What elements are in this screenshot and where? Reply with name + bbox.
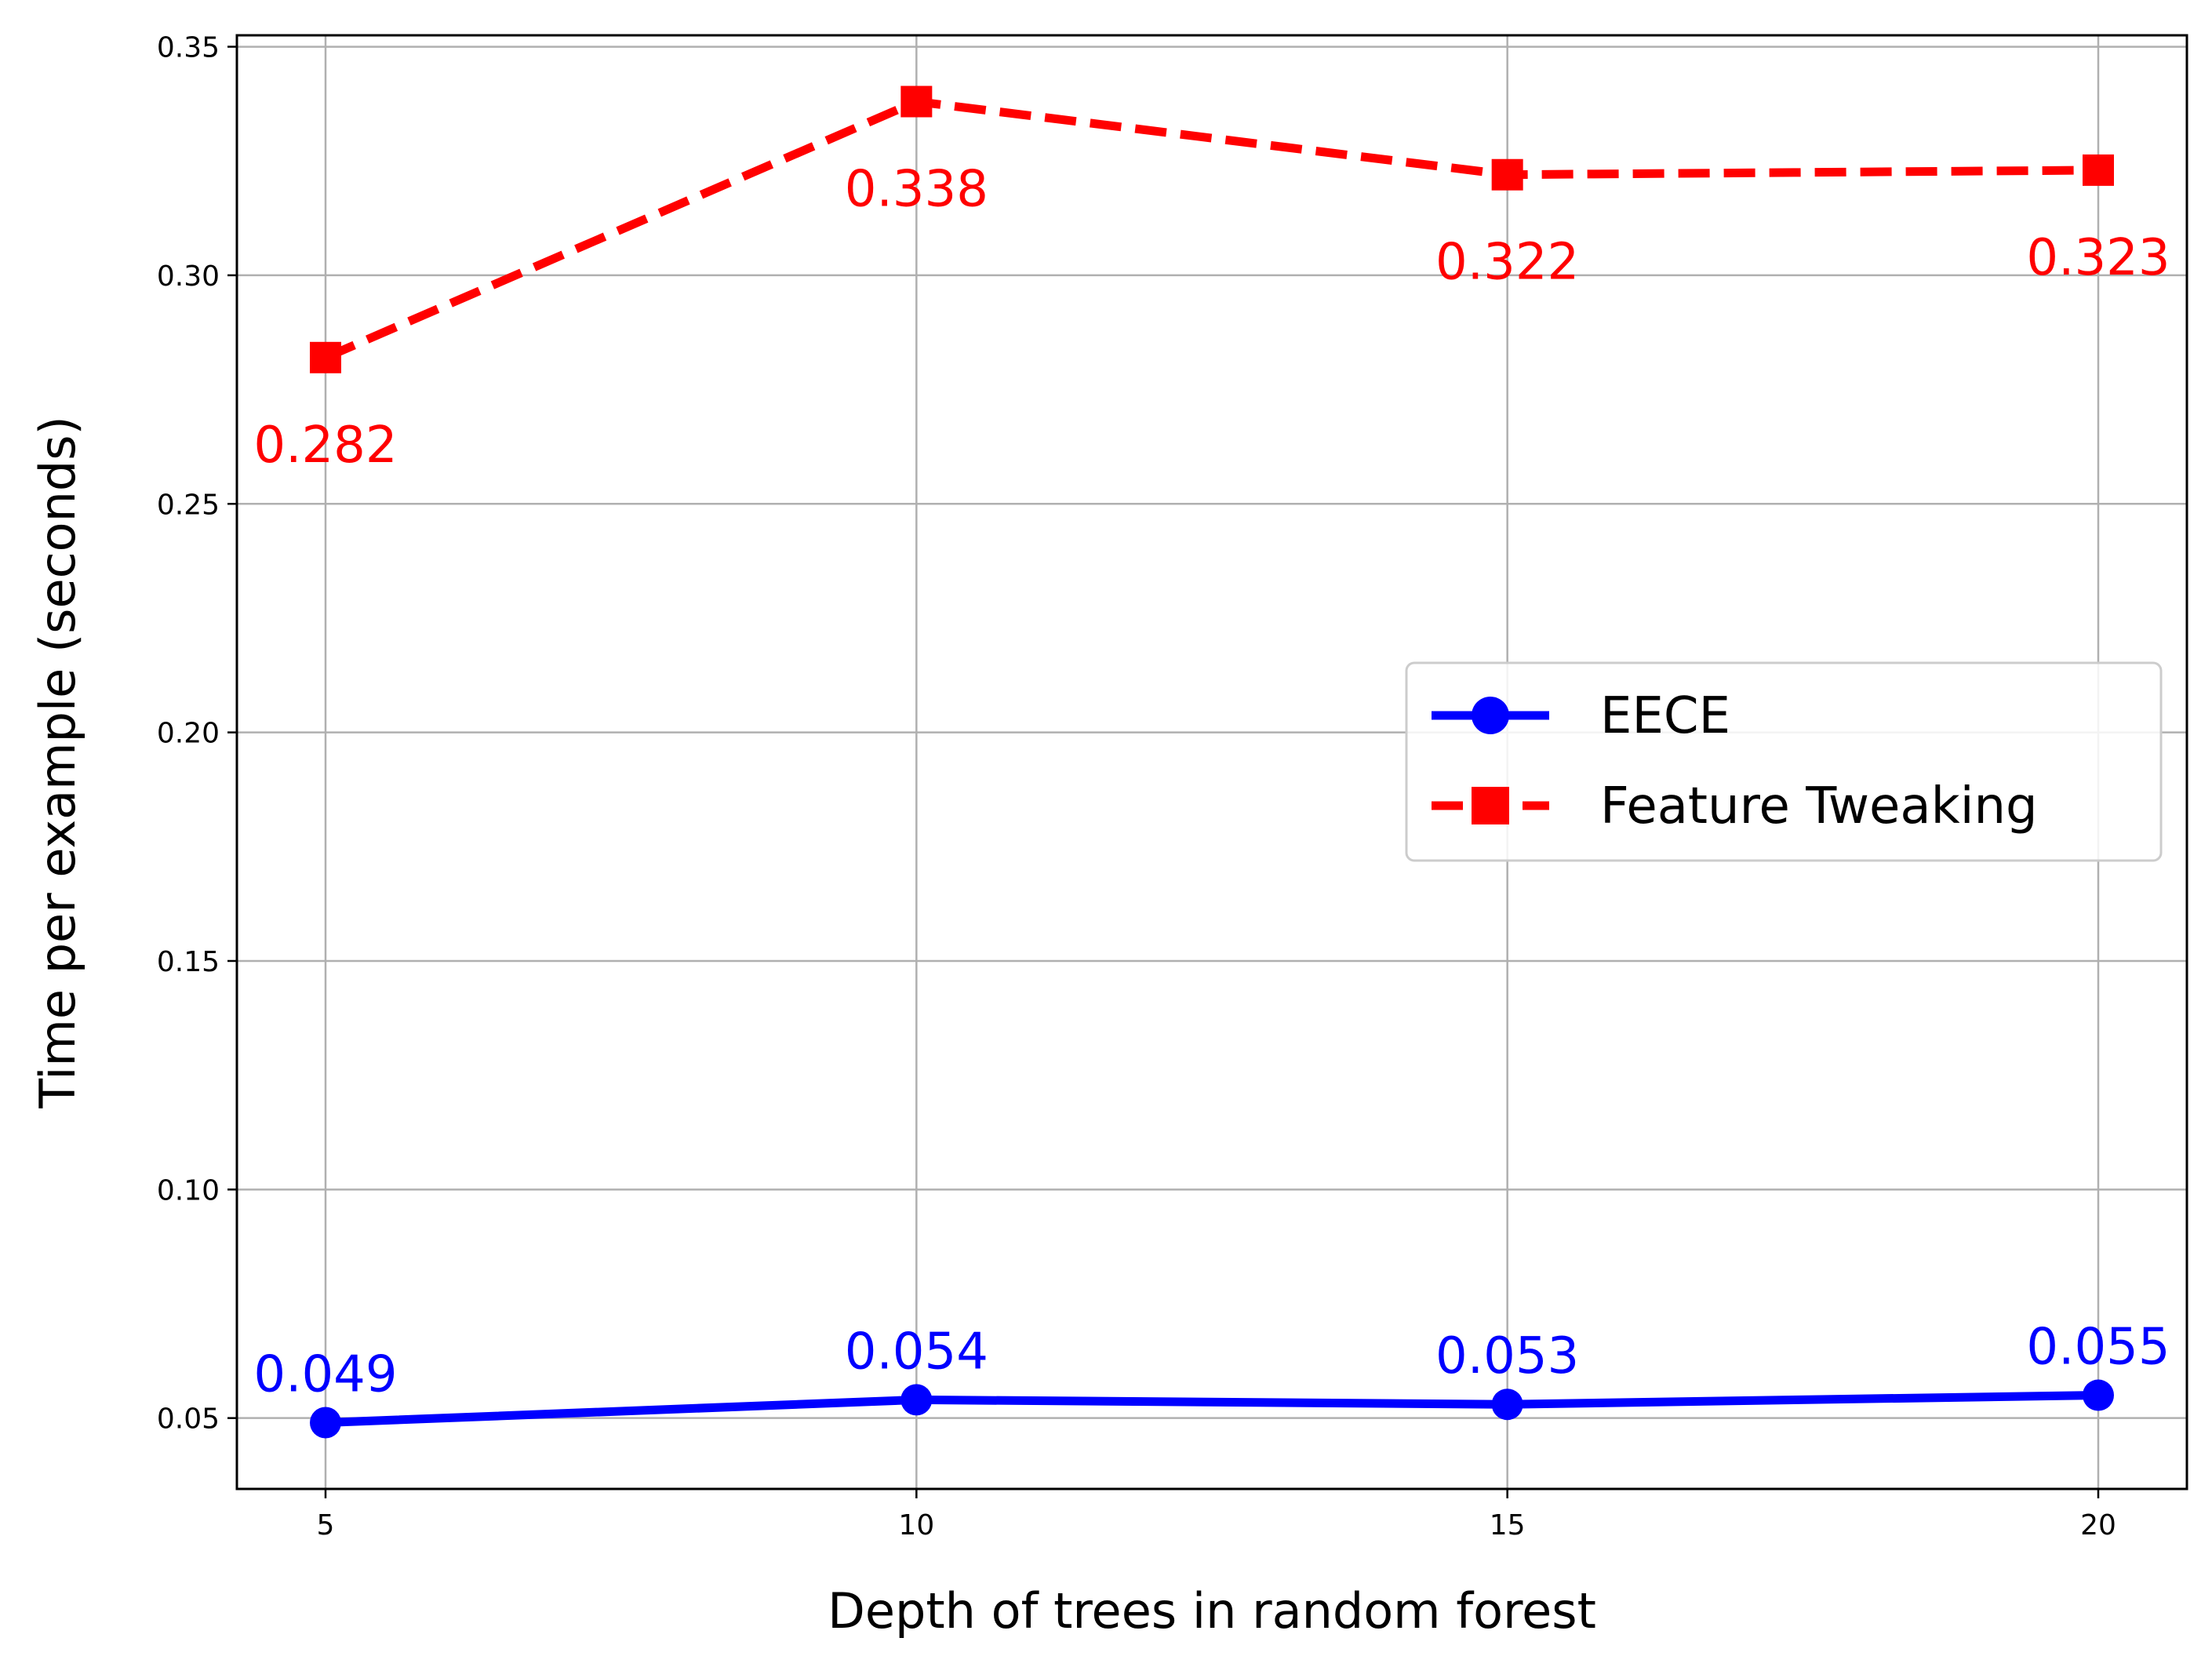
series-line (325, 1391, 2099, 1427)
y-axis-label: Time per example (seconds) (29, 416, 86, 1109)
x-tick-label: 5 (317, 1509, 335, 1541)
data-point (2083, 1379, 2114, 1411)
y-tick-label: 0.20 (157, 718, 220, 750)
x-tick-label: 15 (1490, 1509, 1526, 1541)
data-label: 0.054 (845, 1323, 988, 1381)
data-label: 0.055 (2026, 1319, 2170, 1377)
x-tick-label: 20 (2080, 1509, 2116, 1541)
data-point (900, 86, 933, 118)
data-label: 0.049 (253, 1346, 397, 1404)
legend-item: Feature Tweaking (1432, 777, 2038, 835)
series-line (323, 97, 2099, 362)
series-1 (310, 86, 2114, 373)
legend-label: EECE (1600, 687, 1730, 745)
data-label: 0.282 (253, 417, 397, 475)
legend-marker (1472, 697, 1509, 734)
data-point (1491, 158, 1523, 191)
x-tick-label: 10 (898, 1509, 934, 1541)
y-tick-label: 0.35 (157, 32, 220, 64)
data-label: 0.053 (1435, 1327, 1579, 1385)
axis-ticks: 5 10 15 20 0.05 0.10 0.15 0.20 0.25 0.30 0.35 (157, 32, 2116, 1541)
series-layer (310, 86, 2114, 1439)
y-tick-label: 0.05 (157, 1403, 220, 1436)
data-point (310, 1407, 341, 1439)
legend: EECE Feature Tweaking (1405, 661, 2163, 862)
legend-marker (1472, 787, 1509, 824)
data-label: 0.323 (2026, 229, 2170, 287)
y-tick-label: 0.25 (157, 489, 220, 521)
legend-box (1405, 661, 2163, 862)
data-labels: 0.049 0.054 0.053 0.055 0.282 0.338 0.322 0.323 (253, 160, 2170, 1403)
y-tick-label: 0.15 (157, 946, 220, 978)
data-point (1491, 1389, 1523, 1421)
legend-item: EECE (1432, 687, 1730, 745)
x-axis-label: Depth of trees in random forest (828, 1582, 1596, 1640)
plot-frame (235, 34, 2188, 1490)
data-point (2083, 154, 2114, 186)
data-point (900, 1384, 933, 1416)
series-0 (310, 1379, 2114, 1439)
data-label: 0.322 (1435, 234, 1579, 292)
y-tick-label: 0.10 (157, 1174, 220, 1207)
y-tick-label: 0.30 (157, 260, 220, 293)
legend-label: Feature Tweaking (1600, 777, 2038, 835)
data-point (310, 341, 341, 373)
data-label: 0.338 (845, 160, 988, 218)
